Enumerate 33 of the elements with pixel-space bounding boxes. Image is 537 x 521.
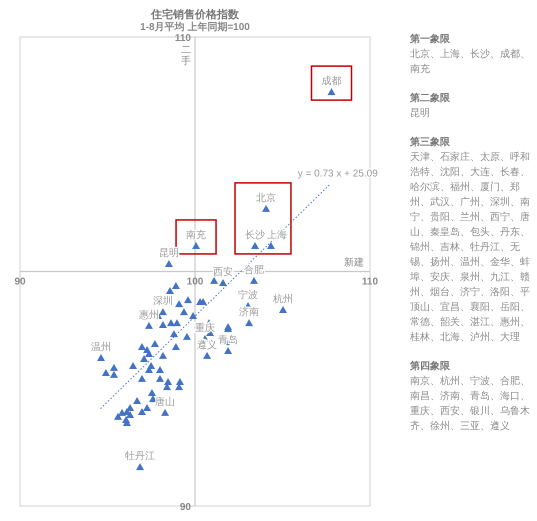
text: 天津、石家庄、太原、呼和浩特、沈阳、大连、长春、哈尔滨、福州、厦门、郑州、武汉、广州、深圳、南宁、贵阳、兰州、西宁、唐山、秦皇岛、包头、丹东、锦州、吉林、牡丹江、无锡、扬州、温州、金华、蚌埠、安庆、泉州、九江、赣州、烟台、济宁、洛阳、平顶山、宜昌、襄阳、岳阳、常德、韶关、湛江、惠州、桂林、北海、泸州、大理 — [410, 152, 530, 343]
x-tick-label: 100 — [186, 276, 204, 288]
chart-subtitle: 1-8月平均 上年同期=100 — [140, 21, 250, 33]
annotation: 昆明 — [158, 248, 179, 259]
chart-title: 住宅销售价格指数 — [150, 8, 240, 21]
annotation: 深圳 — [152, 295, 173, 308]
text: 第二象限 — [410, 92, 451, 106]
annotation: 济南 — [239, 306, 260, 318]
annotation: 上海 — [267, 228, 288, 241]
annotation: 遵义 — [197, 338, 218, 351]
text: 第三象限 — [410, 136, 451, 150]
text: 第一象限 — [410, 32, 451, 47]
annotation: 长沙 — [245, 228, 266, 241]
annotation: 合肥 — [244, 264, 264, 276]
x-axis-title: 新建 — [344, 256, 364, 268]
annotation: 唐山 — [155, 396, 176, 408]
annotation: y = 0.73 x + 25.09 — [298, 168, 378, 180]
annotation: 成都 — [322, 75, 342, 88]
annotation: 宁波 — [238, 288, 258, 301]
annotation: 重庆 — [194, 322, 215, 334]
annotation: 杭州 — [272, 292, 294, 305]
x-tick-label: 90 — [14, 276, 26, 288]
y-axis-title: 二手 — [181, 45, 191, 67]
annotation: 南充 — [186, 228, 206, 241]
text: 昆明 — [410, 107, 431, 121]
annotation: 温州 — [91, 341, 112, 354]
annotation: 西安 — [213, 266, 233, 278]
text: 第四象限 — [410, 360, 451, 374]
text: 南京、杭州、宁波、合肥、南昌、济南、青岛、海口、重庆、西安、银川、乌鲁木齐、徐州、三亚、遵义 — [410, 374, 531, 434]
text: 北京、上海、长沙、成都、南充 — [410, 48, 531, 77]
annotation: 北京 — [256, 192, 276, 204]
annotation: 牡丹江 — [125, 450, 156, 462]
x-tick-label: 110 — [362, 276, 378, 288]
